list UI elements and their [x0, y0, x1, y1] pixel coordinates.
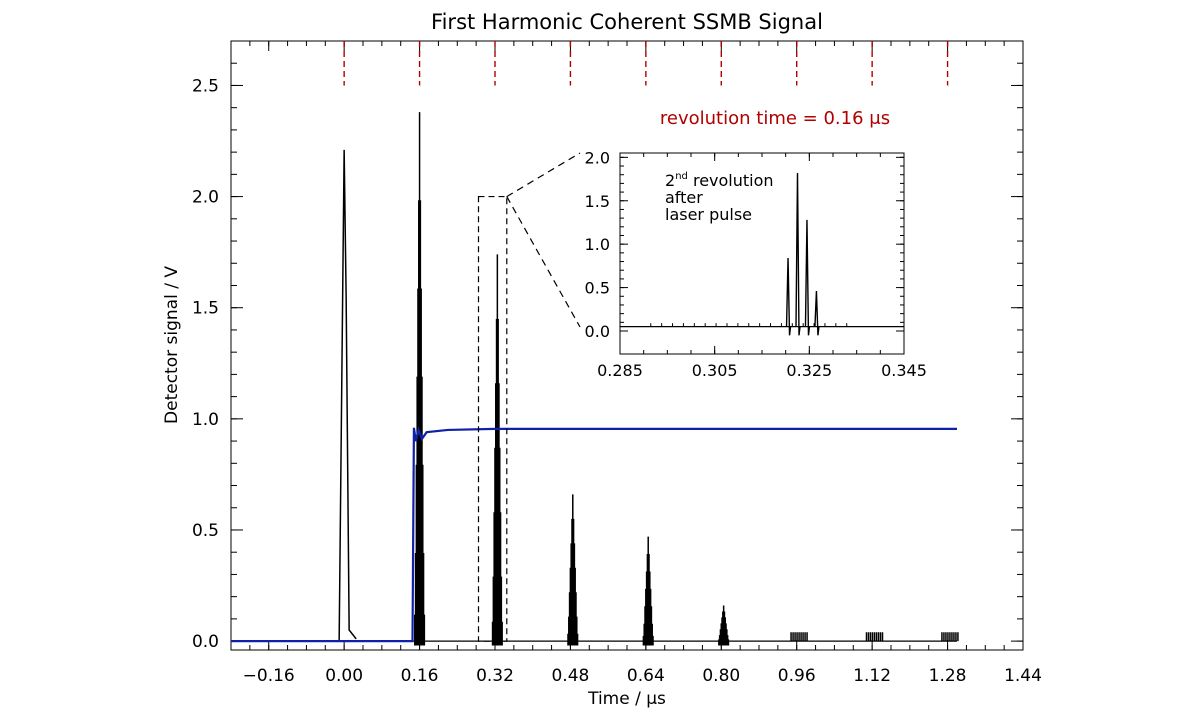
- inset-x-tick-label: 0.345: [881, 361, 927, 380]
- y-tick-label: 0.0: [192, 632, 219, 652]
- y-tick-label: 2.0: [192, 188, 219, 208]
- y-tick-label: 2.5: [192, 76, 219, 96]
- revolution-time-annotation: revolution time = 0.16 μs: [660, 108, 890, 129]
- inset-label-line-1: 2nd revolution: [665, 171, 774, 190]
- y-axis-label: Detector signal / V: [162, 266, 182, 424]
- y-tick-labels: 0.0 0.5 1.0 1.5 2.0 2.5: [192, 76, 219, 652]
- x-tick-label: 0.64: [627, 666, 665, 686]
- inset-axis-ticks: [619, 153, 905, 354]
- x-tick-label: −0.16: [243, 666, 295, 686]
- inset-peak: [795, 172, 801, 336]
- inset-y-tick-label: 1.0: [585, 235, 610, 254]
- inset-y-tick-labels: 0.0 0.5 1.0 1.5 2.0: [585, 148, 610, 341]
- inset-label-line-3: laser pulse: [665, 205, 752, 224]
- x-tick-label: 0.00: [325, 666, 363, 686]
- black-peak: [642, 536, 654, 646]
- x-tick-label: 0.80: [702, 666, 740, 686]
- series-black: [268, 112, 959, 646]
- x-tick-label: 0.96: [778, 666, 816, 686]
- inset-x-tick-label: 0.285: [597, 361, 643, 380]
- inset-frame: [619, 152, 905, 355]
- x-tick-labels: −0.16 0.00 0.16 0.32 0.48 0.64 0.80 0.96 1.12 1.2…: [243, 666, 1042, 686]
- y-tick-label: 1.0: [192, 410, 219, 430]
- black-peak: [941, 632, 959, 642]
- inset-label-line-2: after: [665, 188, 703, 207]
- black-peak: [414, 112, 426, 646]
- inset-y-tick-label: 0.0: [585, 322, 610, 341]
- black-peak: [790, 632, 808, 642]
- x-tick-label: 0.32: [476, 666, 514, 686]
- chart-title: First Harmonic Coherent SSMB Signal: [431, 10, 823, 34]
- x-axis-label: Time / μs: [587, 689, 666, 709]
- x-tick-label: 1.12: [853, 666, 891, 686]
- series-blue: [231, 426, 957, 643]
- black-peak: [865, 632, 884, 642]
- inset-x-tick-labels: 0.285 0.305 0.325 0.345: [597, 361, 927, 380]
- x-tick-label: 0.48: [551, 666, 589, 686]
- inset-y-tick-label: 1.5: [585, 192, 610, 211]
- main-plot: −0.16 0.00 0.16 0.32 0.48 0.64 0.80 0.96 1.12 1.2…: [192, 40, 1042, 686]
- inset-peak: [804, 219, 811, 336]
- blue-line: [231, 426, 957, 643]
- inset-y-tick-label: 0.5: [585, 279, 610, 298]
- y-tick-label: 0.5: [192, 521, 219, 541]
- x-tick-label: 1.44: [1004, 666, 1042, 686]
- zoom-connector-bottom: [506, 196, 581, 328]
- revolution-markers: [343, 41, 949, 86]
- x-tick-label: 0.16: [401, 666, 439, 686]
- inset-y-tick-label: 2.0: [585, 148, 610, 167]
- inset-series: [620, 172, 904, 336]
- inset-peak: [814, 291, 820, 336]
- black-peak: [338, 149, 357, 642]
- inset-x-tick-label: 0.325: [786, 361, 832, 380]
- black-peak: [567, 494, 579, 646]
- inset-x-tick-label: 0.305: [692, 361, 738, 380]
- black-peak: [491, 254, 503, 646]
- inset-plot: 0.285 0.305 0.325 0.345 0.0 0.5 1.0 1.5 2.0 2nd…: [585, 148, 927, 380]
- x-tick-label: 1.28: [929, 666, 967, 686]
- y-tick-label: 1.5: [192, 299, 219, 319]
- black-peak: [718, 605, 730, 646]
- zoom-connector-top: [506, 152, 581, 198]
- zoom-rect: [477, 195, 508, 642]
- inset-peak: [785, 258, 792, 336]
- zoom-box: [477, 152, 581, 642]
